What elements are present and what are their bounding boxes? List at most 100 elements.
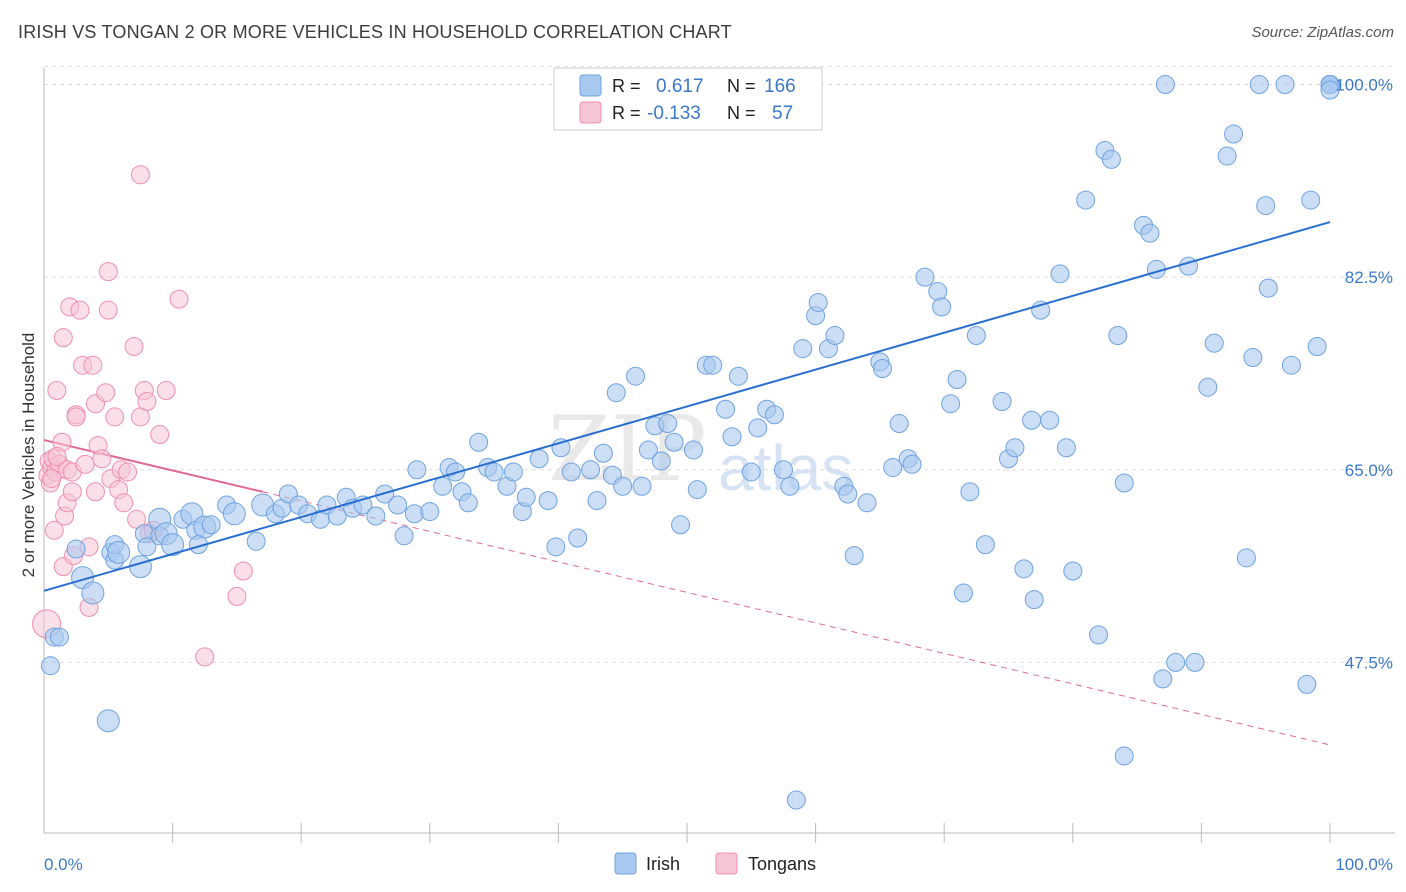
tongans-point-49 (150, 425, 170, 445)
legend-irish-r-value: 0.617 (656, 76, 704, 97)
y-tick-label-2: 82.5% (1345, 268, 1393, 287)
tongans-trend-line-solid (43, 439, 263, 493)
tongans-point-21 (70, 300, 90, 320)
irish-point-129 (1101, 149, 1121, 169)
legend-irish-r-label: R = (612, 76, 641, 96)
irish-point-70 (626, 366, 646, 386)
tongans-point-6 (44, 520, 64, 540)
irish-point-5 (81, 581, 105, 605)
tongans-point-36 (105, 407, 125, 427)
irish-point-17 (161, 533, 185, 557)
irish-point-42 (394, 526, 414, 546)
irish-point-55 (503, 462, 523, 482)
irish-point-133 (1140, 223, 1160, 243)
irish-point-115 (992, 392, 1012, 412)
irish-point-131 (1114, 473, 1134, 493)
tongans-trend-line-dashed (262, 491, 1331, 746)
legend-irish-n-value: 166 (764, 76, 796, 97)
irish-point-150 (1281, 355, 1301, 375)
axes (43, 68, 1395, 843)
irish-point-6 (96, 709, 120, 733)
irish-point-76 (664, 432, 684, 452)
irish-point-69 (613, 476, 633, 496)
irish-point-114 (975, 535, 995, 555)
tongans-point-24 (75, 454, 95, 474)
y-tick-label-0: 47.5% (1345, 653, 1393, 672)
irish-point-25 (222, 502, 246, 526)
irish-point-144 (1236, 548, 1256, 568)
irish-point-13 (137, 537, 157, 557)
irish-point-51 (469, 432, 489, 452)
irish-point-90 (780, 476, 800, 496)
irish-trend-line (43, 221, 1331, 592)
irish-point-137 (1166, 652, 1186, 672)
tongans-point-55 (47, 447, 67, 467)
legend-irish-swatch (579, 74, 602, 97)
irish-point-46 (433, 476, 453, 496)
legend-bottom: Irish Tongans (614, 852, 816, 875)
tongans-point-15 (53, 328, 73, 348)
irish-point-119 (1022, 410, 1042, 430)
irish-point-10 (107, 540, 131, 564)
irish-point-66 (593, 443, 613, 463)
irish-point-140 (1198, 377, 1218, 397)
irish-point-83 (722, 427, 742, 447)
tongans-point-27 (83, 355, 103, 375)
legend-top: R = 0.617 N = 166 R = -0.133 N = 57 (553, 67, 823, 131)
irish-point-147 (1256, 196, 1276, 216)
irish-point-146 (1249, 75, 1269, 95)
irish-point-77 (671, 515, 691, 535)
irish-point-89 (773, 460, 793, 480)
irish-point-151 (1297, 674, 1317, 694)
tongans-point-40 (118, 462, 138, 482)
tongans-point-8 (47, 381, 67, 401)
irish-point-117 (1005, 438, 1025, 458)
irish-point-98 (844, 546, 864, 566)
irish-point-95 (825, 325, 845, 345)
irish-point-39 (366, 506, 386, 526)
y-tick-label-3: 100.0% (1335, 76, 1393, 95)
legend-tongans-r-value: -0.133 (647, 103, 701, 124)
legend-tongans-n-value: 57 (772, 103, 793, 124)
irish-point-125 (1063, 561, 1083, 581)
irish-point-167 (1114, 746, 1134, 766)
irish-point-124 (1056, 438, 1076, 458)
irish-point-2 (49, 627, 69, 647)
irish-points (40, 75, 1340, 810)
tongans-point-54 (233, 561, 253, 581)
tongans-point-34 (98, 262, 118, 282)
tongans-point-46 (130, 165, 150, 185)
irish-point-153 (1307, 336, 1327, 356)
y-tick-label-1: 65.0% (1345, 461, 1393, 480)
tongans-points (32, 165, 253, 667)
irish-point-44 (407, 460, 427, 480)
legend-bottom-tongans-swatch (715, 852, 738, 875)
irish-point-113 (966, 325, 986, 345)
irish-point-149 (1275, 75, 1295, 95)
irish-point-58 (529, 449, 549, 469)
irish-point-148 (1258, 278, 1278, 298)
irish-point-60 (546, 537, 566, 557)
irish-point-136 (1155, 75, 1175, 95)
x-tick-min: 0.0% (44, 855, 83, 874)
irish-point-53 (484, 462, 504, 482)
x-tick-max: 100.0% (1335, 855, 1393, 874)
irish-point-142 (1217, 146, 1237, 166)
irish-point-106 (915, 267, 935, 287)
tongans-point-51 (169, 289, 189, 309)
tongans-point-18 (62, 482, 82, 502)
tongans-point-56 (42, 469, 62, 489)
irish-point-84 (728, 366, 748, 386)
tongans-point-20 (66, 407, 86, 427)
y-tick-labels: 47.5% 65.0% 82.5% 100.0% (1335, 76, 1393, 673)
tongans-point-32 (85, 482, 105, 502)
irish-point-59 (538, 491, 558, 511)
irish-point-65 (587, 491, 607, 511)
tongans-point-39 (114, 493, 134, 513)
irish-point-23 (201, 515, 221, 535)
irish-point-111 (953, 583, 973, 603)
tongans-point-52 (195, 647, 215, 667)
irish-point-109 (941, 394, 961, 414)
irish-point-152 (1301, 190, 1321, 210)
irish-point-68 (606, 383, 626, 403)
